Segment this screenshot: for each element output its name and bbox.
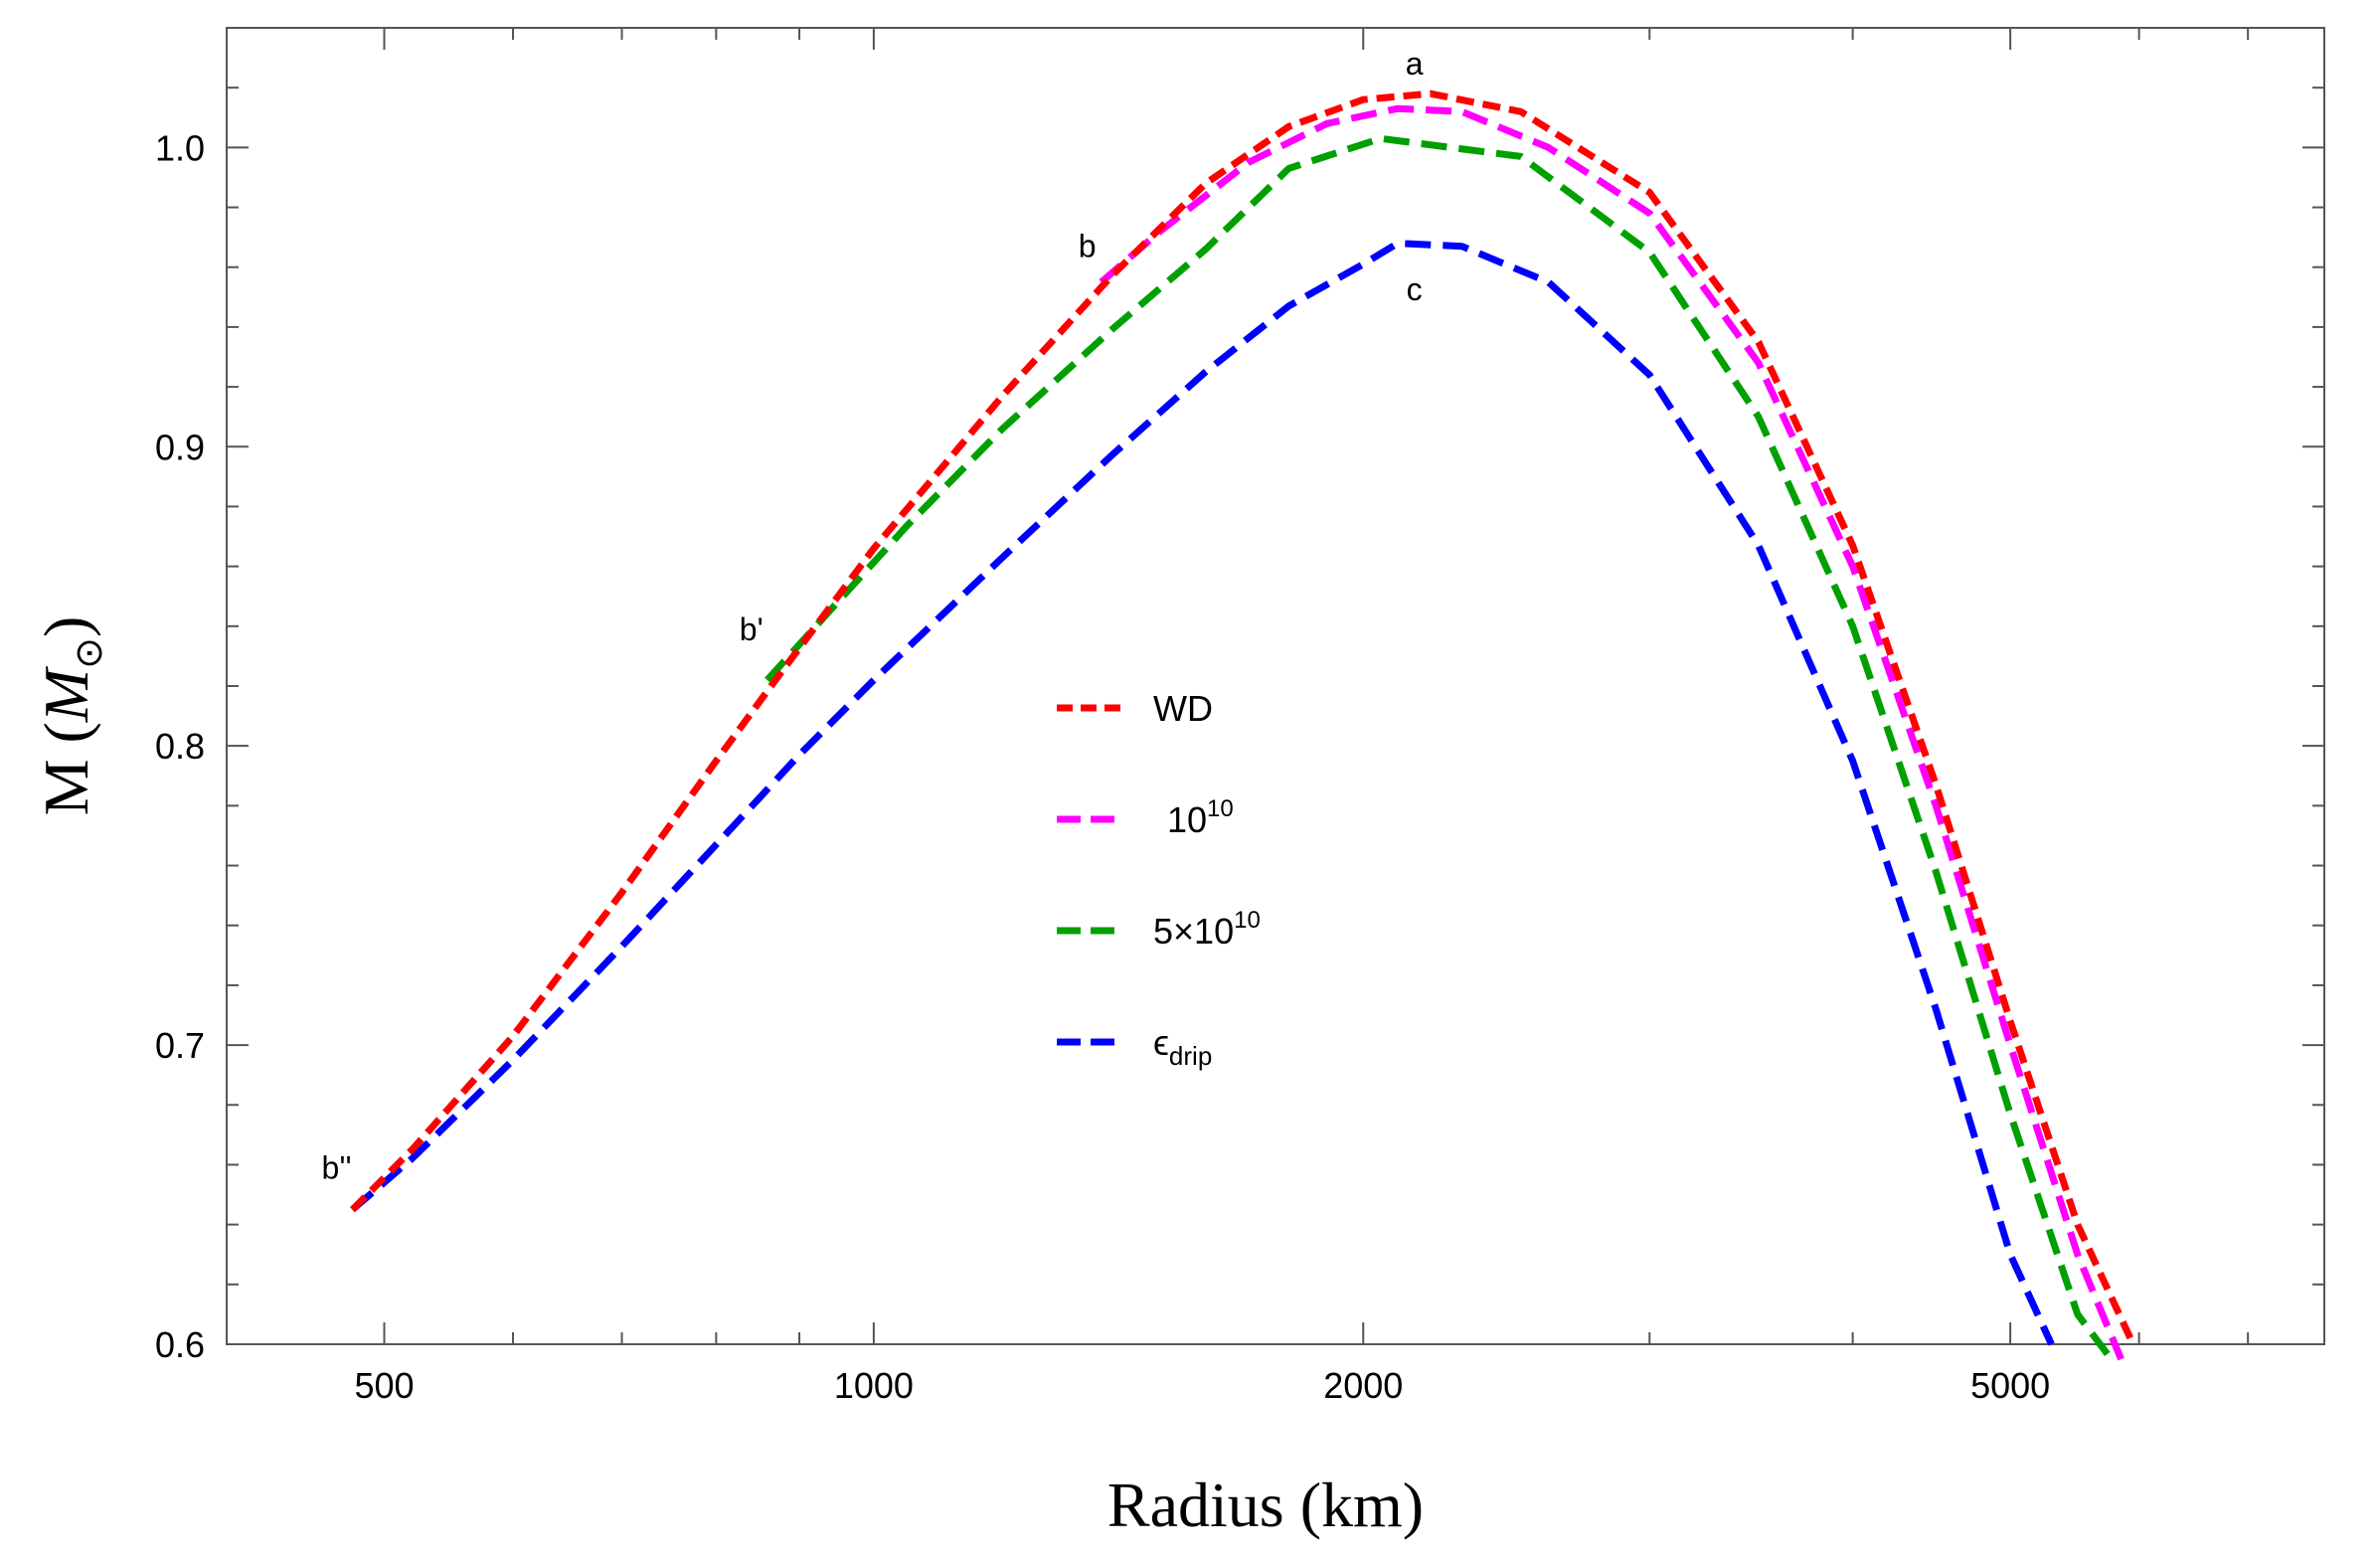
x-tick-label: 2000 xyxy=(1323,1365,1403,1406)
annotation-label: b xyxy=(1079,229,1097,264)
y-axis-title: M (M⊙) xyxy=(31,616,110,816)
annotation-label: b' xyxy=(740,611,764,647)
plot-frame xyxy=(226,27,2325,1345)
annotation-label: c xyxy=(1407,271,1423,307)
y-tick-label: 0.8 xyxy=(155,726,205,767)
legend-label-2: 5×1010 xyxy=(1153,907,1261,952)
y-tick-label: 0.6 xyxy=(155,1324,205,1365)
x-tick-label: 500 xyxy=(354,1365,414,1406)
legend-label-0: WD xyxy=(1153,688,1213,729)
series-line-0 xyxy=(350,89,2136,1346)
annotation-label: b'' xyxy=(322,1150,352,1186)
x-axis-title: Radius (km) xyxy=(1107,1470,1424,1540)
series-line-3 xyxy=(350,240,2055,1346)
y-tick-label: 0.7 xyxy=(155,1025,205,1066)
y-tick-label: 1.0 xyxy=(155,127,205,168)
x-tick-label: 5000 xyxy=(1970,1365,2050,1406)
legend-label-3: ϵdrip xyxy=(1153,1022,1212,1071)
series-line-2 xyxy=(765,134,2113,1359)
legend-label-1: 1010 xyxy=(1167,795,1234,840)
series-line-1 xyxy=(1099,104,2125,1361)
annotation-label: a xyxy=(1406,46,1424,82)
y-tick-label: 0.9 xyxy=(155,427,205,467)
x-tick-label: 1000 xyxy=(834,1365,914,1406)
